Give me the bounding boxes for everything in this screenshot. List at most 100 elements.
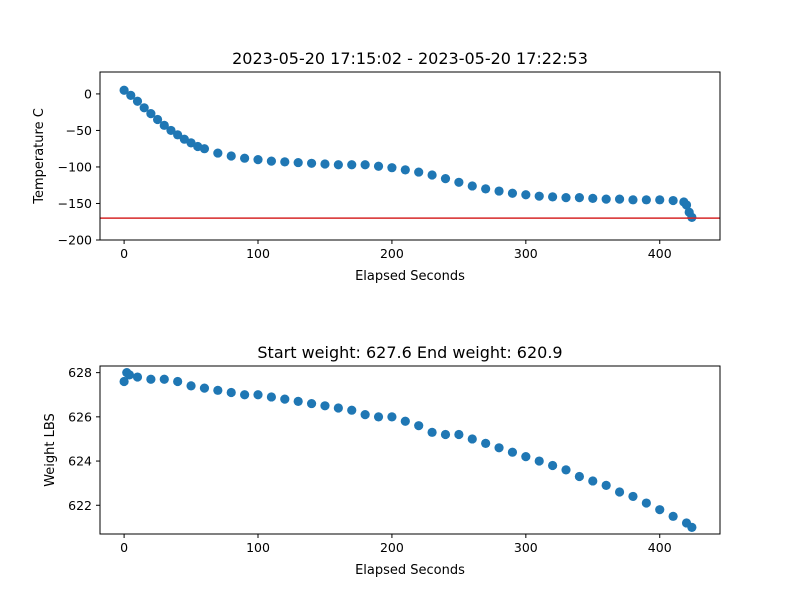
temperature-data-point bbox=[126, 90, 136, 100]
weight-data-point bbox=[119, 376, 129, 387]
temperature-y-tick-label: −150 bbox=[58, 196, 92, 211]
weight-data-point bbox=[668, 511, 678, 521]
temperature-data-point bbox=[226, 151, 236, 161]
weight-data-point bbox=[213, 385, 223, 395]
temperature-x-tick-label: 200 bbox=[380, 246, 404, 261]
temperature-y-axis-label: Temperature C bbox=[32, 108, 47, 205]
weight-y-axis-label: Weight LBS bbox=[43, 413, 58, 487]
weight-x-tick-label: 400 bbox=[648, 540, 672, 555]
temperature-data-point bbox=[494, 186, 504, 196]
weight-data-point bbox=[427, 427, 437, 437]
weight-data-point bbox=[494, 443, 504, 453]
temperature-data-point bbox=[574, 193, 584, 203]
temperature-data-point bbox=[280, 157, 290, 167]
weight-data-point bbox=[521, 452, 531, 462]
weight-data-point bbox=[253, 390, 263, 400]
weight-data-point bbox=[440, 429, 451, 440]
weight-plot-area: 0 100 200 300 400 622 624 626 628 bbox=[68, 365, 721, 555]
temperature-data-point bbox=[561, 193, 571, 203]
weight-data-point bbox=[467, 434, 477, 444]
temperature-y-tick-label: 0 bbox=[84, 86, 92, 101]
temperature-data-point bbox=[628, 195, 638, 205]
temperature-data-point bbox=[454, 177, 464, 187]
temperature-chart-title: 2023-05-20 17:15:02 - 2023-05-20 17:22:5… bbox=[232, 49, 588, 68]
temperature-data-point bbox=[400, 165, 410, 175]
temperature-data-point bbox=[159, 120, 169, 130]
weight-data-point bbox=[266, 392, 277, 402]
temperature-data-point bbox=[320, 159, 330, 169]
temperature-data-point bbox=[266, 156, 277, 166]
weight-x-tick-label: 200 bbox=[380, 540, 404, 555]
weight-data-point bbox=[507, 447, 518, 457]
weight-data-point bbox=[614, 487, 625, 497]
temperature-chart: 2023-05-20 17:15:02 - 2023-05-20 17:22:5… bbox=[32, 49, 721, 284]
weight-data-point bbox=[561, 465, 571, 475]
temperature-data-point bbox=[588, 193, 598, 203]
weight-data-point bbox=[347, 405, 357, 415]
weight-data-point bbox=[293, 396, 303, 406]
weight-data-point bbox=[124, 370, 135, 380]
temperature-data-point bbox=[213, 148, 223, 158]
weight-data-point bbox=[481, 438, 491, 448]
weight-data-point bbox=[280, 394, 290, 404]
weight-data-point bbox=[132, 372, 143, 382]
temperature-data-point bbox=[601, 194, 611, 204]
temperature-data-point bbox=[373, 161, 384, 171]
weight-data-point bbox=[588, 476, 598, 486]
weight-y-tick-label: 628 bbox=[68, 365, 92, 380]
temperature-data-point bbox=[360, 160, 370, 170]
weight-data-point bbox=[655, 505, 665, 515]
weight-data-point bbox=[548, 460, 558, 471]
temperature-data-point bbox=[467, 181, 477, 191]
temperature-x-tick-label: 400 bbox=[648, 246, 672, 261]
temperature-data-point bbox=[152, 114, 163, 125]
temperature-plot-area: 0 100 200 300 400 0 −50 −100 −150 −200 bbox=[58, 71, 721, 261]
temperature-data-point bbox=[427, 170, 437, 180]
temperature-data-point bbox=[253, 155, 263, 165]
weight-data-points bbox=[119, 368, 697, 532]
temperature-data-point bbox=[668, 195, 678, 206]
temperature-data-point bbox=[387, 163, 397, 173]
weight-y-tick-label: 624 bbox=[68, 454, 92, 469]
temperature-data-point bbox=[333, 160, 343, 170]
weight-data-point bbox=[226, 387, 236, 398]
temperature-y-tick-label: −50 bbox=[66, 123, 92, 138]
weight-data-point bbox=[199, 383, 210, 393]
weight-data-point bbox=[641, 498, 651, 508]
temperature-data-point bbox=[521, 190, 531, 200]
weight-chart-title: Start weight: 627.6 End weight: 620.9 bbox=[257, 343, 562, 362]
temperature-y-tick-label: −200 bbox=[58, 233, 92, 248]
weight-data-point bbox=[454, 429, 464, 440]
temperature-x-tick-label: 300 bbox=[514, 246, 538, 261]
temperature-data-point bbox=[173, 130, 183, 140]
weight-data-point bbox=[628, 491, 638, 502]
temperature-data-point bbox=[306, 158, 317, 168]
temperature-y-tick-label: −100 bbox=[58, 159, 92, 174]
temperature-data-point bbox=[440, 174, 451, 184]
weight-x-tick-label: 0 bbox=[120, 540, 128, 555]
weight-data-point bbox=[400, 416, 410, 426]
weight-data-point bbox=[373, 412, 384, 422]
temperature-data-point bbox=[119, 85, 129, 95]
weight-data-point bbox=[240, 390, 250, 400]
temperature-data-point bbox=[293, 157, 303, 168]
temperature-data-point bbox=[132, 96, 143, 106]
weight-data-point bbox=[186, 381, 196, 391]
weight-axes-frame bbox=[99, 365, 721, 535]
temperature-data-point bbox=[199, 144, 210, 154]
weight-x-tick-label: 300 bbox=[514, 540, 538, 555]
temperature-data-point bbox=[655, 195, 665, 205]
weight-y-tick-label: 622 bbox=[68, 498, 92, 513]
temperature-data-point bbox=[240, 153, 250, 163]
temperature-data-point bbox=[534, 191, 544, 201]
weight-data-point bbox=[414, 421, 424, 431]
temperature-data-point bbox=[139, 103, 149, 113]
temperature-data-point bbox=[146, 109, 156, 119]
weight-x-tick-label: 100 bbox=[246, 540, 270, 555]
temperature-data-point bbox=[481, 184, 491, 194]
temperature-data-point bbox=[347, 160, 357, 170]
temperature-axes-frame bbox=[99, 71, 721, 241]
weight-y-tick-label: 626 bbox=[68, 409, 92, 424]
temperature-data-point bbox=[548, 192, 558, 202]
